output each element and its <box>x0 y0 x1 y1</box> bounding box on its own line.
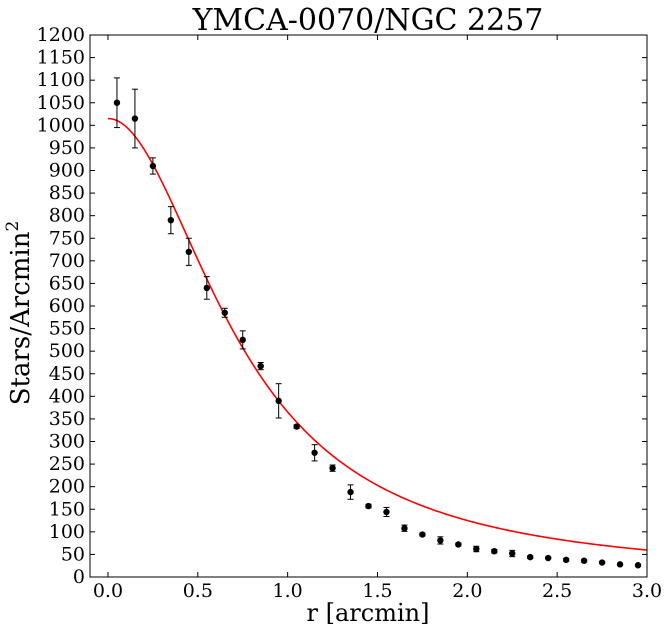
y-tick-label: 1100 <box>37 69 85 91</box>
y-tick-label: 900 <box>49 160 85 182</box>
data-point <box>383 508 390 516</box>
data-point <box>473 545 480 553</box>
king-profile-fit-line <box>107 117 648 551</box>
y-tick-label: 150 <box>49 498 85 520</box>
y-tick-label: 300 <box>49 431 85 453</box>
y-axis-label-main: Stars/Arcmin <box>6 231 36 405</box>
y-tick-label: 850 <box>49 182 85 204</box>
data-point <box>221 309 228 316</box>
y-tick-label: 450 <box>49 363 85 385</box>
data-point <box>580 557 588 564</box>
y-tick-label: 250 <box>49 453 85 475</box>
data-point <box>311 449 318 456</box>
y-axis-label: Stars/Arcmin2 <box>3 221 36 406</box>
data-point <box>167 216 175 224</box>
x-tick-label: 2.5 <box>542 580 572 602</box>
data-point <box>616 561 624 568</box>
y-tick-label: 100 <box>49 521 85 543</box>
y-tick-label: 500 <box>49 340 85 362</box>
y-tick-label: 200 <box>49 476 85 498</box>
data-point <box>527 553 534 561</box>
data-point <box>185 248 193 255</box>
y-tick-label: 700 <box>49 250 85 272</box>
data-point <box>131 115 139 122</box>
data-point <box>634 562 642 569</box>
data-point <box>544 554 552 562</box>
y-tick-label: 600 <box>49 295 85 317</box>
y-tick-label: 550 <box>49 318 85 340</box>
chart-title: YMCA-0070/NGC 2257 <box>192 3 544 38</box>
y-axis-label-superscript: 2 <box>3 221 23 232</box>
data-point <box>562 556 570 564</box>
y-tick-label: 950 <box>49 137 85 159</box>
y-tick-label: 400 <box>49 385 85 407</box>
data-point <box>509 550 516 557</box>
data-point <box>329 464 336 472</box>
data-point <box>239 336 246 344</box>
y-tick-label: 0 <box>73 566 85 588</box>
x-tick-label: 1.5 <box>362 580 392 602</box>
data-point <box>401 525 408 532</box>
data-point <box>203 284 210 292</box>
x-tick-label: 0.5 <box>183 580 213 602</box>
y-tick-label: 650 <box>49 272 85 294</box>
y-tick-label: 350 <box>49 408 85 430</box>
y-tick-label: 1050 <box>37 92 85 114</box>
y-tick-label: 800 <box>49 205 85 227</box>
data-point <box>455 541 462 548</box>
fit-curve-layer <box>107 117 648 551</box>
y-tick-label: 1200 <box>37 24 85 46</box>
x-tick-label: 0.0 <box>93 580 123 602</box>
y-tick-label: 750 <box>49 227 85 249</box>
data-points-layer <box>113 99 642 569</box>
data-point <box>113 99 121 106</box>
x-tick-label: 2.0 <box>452 580 482 602</box>
x-tick-label: 3.0 <box>632 580 662 602</box>
data-point <box>347 488 354 496</box>
ticks-layer: 0.0 0.5 1.0 1.5 2.0 2.5 3.0 0501001502002503003… <box>37 24 662 602</box>
data-point <box>149 162 157 170</box>
data-point <box>365 502 372 510</box>
data-point <box>491 548 498 555</box>
x-tick-label: 1.0 <box>273 580 303 602</box>
data-point <box>257 362 264 370</box>
data-point <box>275 397 282 405</box>
data-point <box>437 537 444 544</box>
y-tick-label: 1150 <box>37 47 85 69</box>
data-point <box>293 423 300 430</box>
y-tick-label: 1000 <box>37 114 85 136</box>
y-tick-label: 50 <box>61 543 85 565</box>
x-axis-label: r [arcmin] <box>307 599 430 627</box>
data-point <box>419 531 426 538</box>
plot-frame <box>89 34 648 578</box>
data-point <box>598 559 606 566</box>
